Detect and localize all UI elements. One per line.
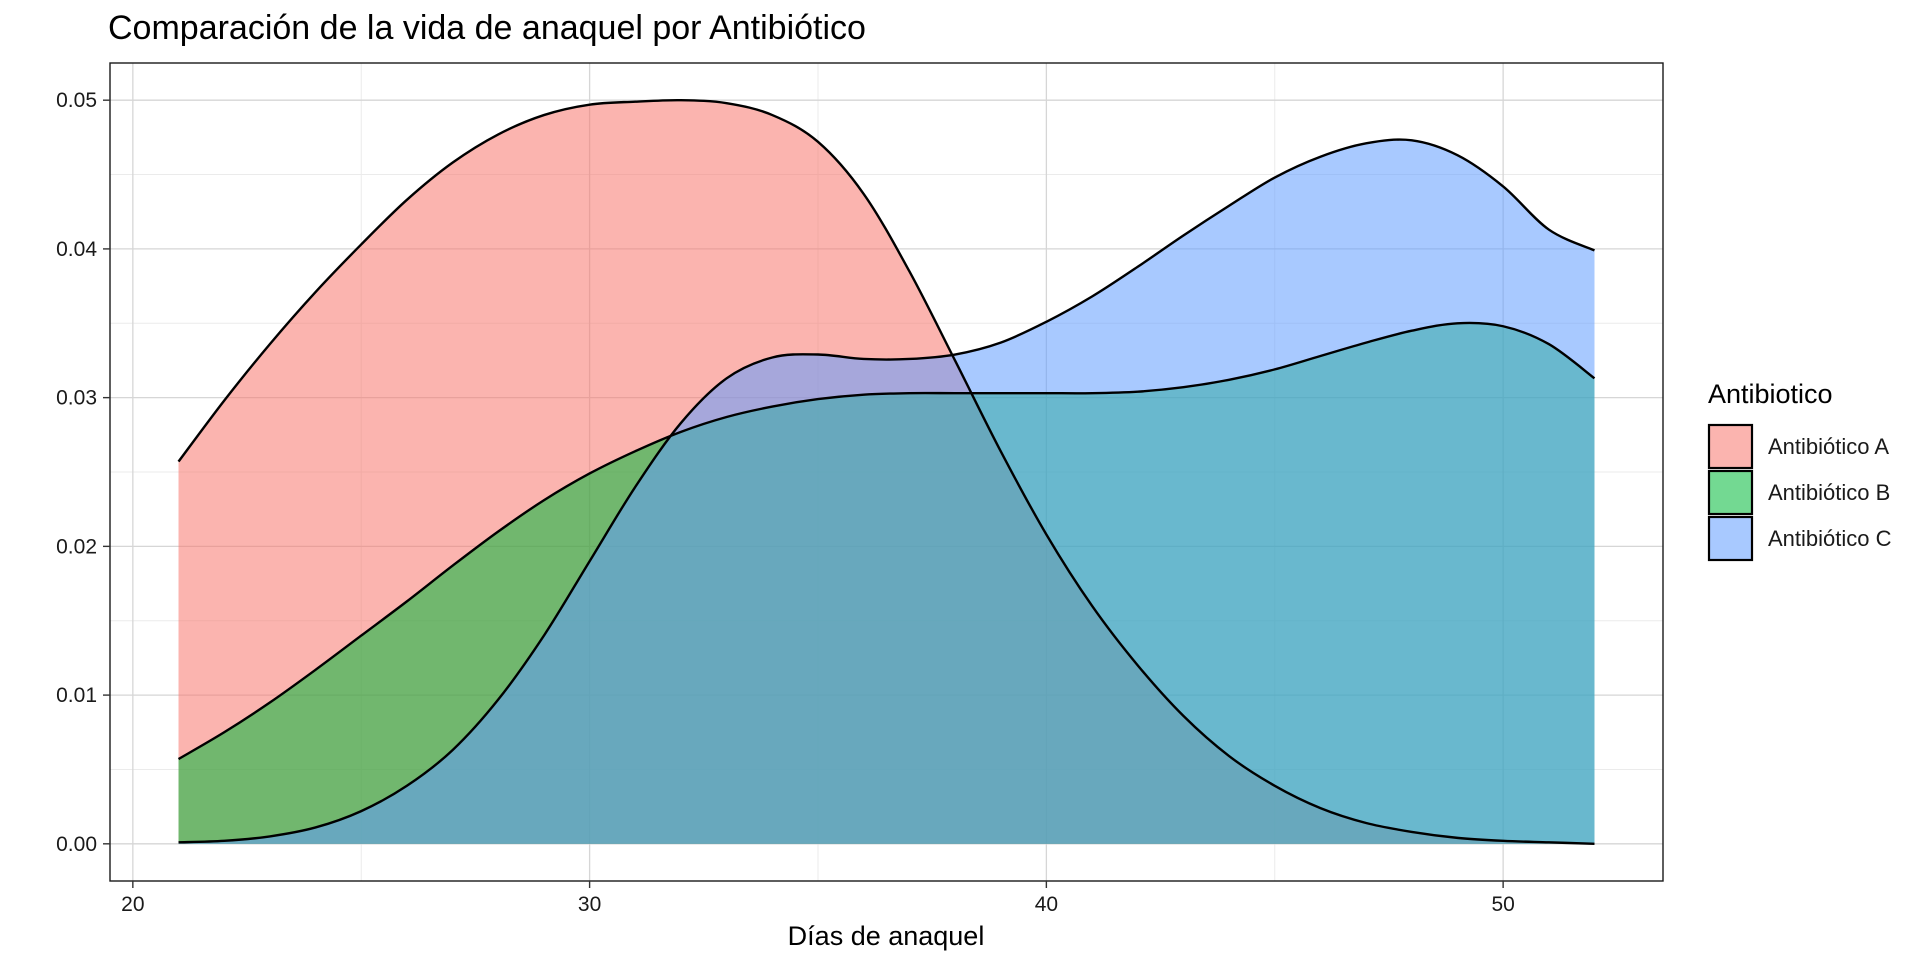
chart-title: Comparación de la vida de anaquel por An… [108, 9, 866, 47]
x-tick-label: 30 [578, 893, 601, 916]
y-tick-label: 0.01 [56, 684, 97, 707]
legend-label-series-3: Antibiótico C [1768, 526, 1892, 551]
legend-title: Antibiotico [1708, 379, 1833, 409]
density-line-series-3 [178, 138, 1595, 844]
y-tick-label: 0.03 [56, 387, 97, 410]
x-tick-label: 50 [1491, 893, 1514, 916]
x-tick-label: 20 [121, 893, 144, 916]
x-axis: 20 30 40 50 [121, 881, 1515, 916]
plot-panel-border [109, 62, 1664, 882]
legend-swatch-series-3 [1707, 515, 1754, 562]
y-tick-label: 0.00 [56, 833, 97, 856]
density-line-series-1 [177, 98, 1595, 846]
y-tick-label: 0.05 [56, 89, 97, 112]
density-outlines [177, 98, 1596, 846]
density-areas [178, 100, 1595, 844]
legend-swatch-series-1 [1707, 423, 1754, 470]
y-axis: 0.00 0.01 0.02 0.03 0.04 0.05 [56, 89, 110, 856]
legend-swatch-series-2 [1707, 469, 1754, 516]
x-axis-title: Días de anaquel [788, 921, 985, 951]
y-tick-label: 0.02 [56, 535, 97, 558]
density-area-series-3 [178, 139, 1595, 844]
legend-label-series-1: Antibiótico A [1768, 434, 1889, 459]
legend-label-series-2: Antibiótico B [1768, 480, 1890, 505]
x-tick-label: 40 [1035, 893, 1058, 916]
legend-items: Antibiótico A Antibiótico B Antibiótico C [1707, 423, 1892, 562]
y-tick-label: 0.04 [56, 238, 97, 261]
density-line-series-2 [177, 321, 1596, 761]
